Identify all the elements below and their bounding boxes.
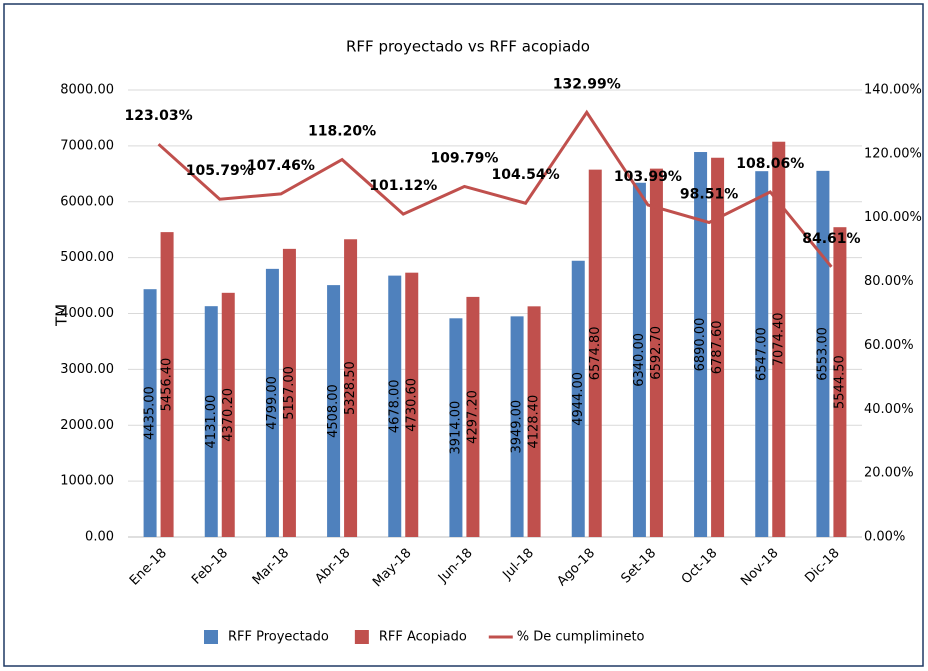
legend-swatch [204,630,218,644]
bar-value-label: 7074.40 [771,312,786,366]
y2-tick-label: 120.00% [864,146,922,161]
bar-value-label: 3949.00 [510,400,525,454]
bar-value-label: 4435.00 [143,386,158,440]
y2-tick-label: 40.00% [864,402,914,417]
bar-value-label: 4370.20 [221,388,236,442]
bar [282,248,296,537]
bar-value-label: 6890.00 [693,318,708,372]
bar-value-label: 5157.00 [282,366,297,420]
bar-value-label: 6574.80 [588,326,603,380]
bar-value-label: 4799.00 [265,376,280,430]
y-tick-label: 8000.00 [60,83,114,98]
bar-value-label: 4944.00 [571,372,586,426]
legend-label: % De cumplimineto [517,630,645,645]
bar [388,275,402,537]
bar [143,289,157,537]
legend-label: RFF Acopiado [379,630,467,645]
line-value-label: 104.54% [492,167,560,183]
y2-tick-label: 100.00% [864,210,922,225]
line-value-label: 109.79% [430,150,498,166]
y2-tick-label: 0.00% [864,530,905,545]
y2-tick-label: 140.00% [864,83,922,98]
bar [449,318,463,537]
y-tick-label: 6000.00 [60,194,114,209]
line-value-label: 84.61% [802,231,860,247]
line-value-label: 103.99% [614,169,682,185]
bar-value-label: 4730.60 [404,378,419,432]
bar-value-label: 4678.00 [387,379,402,433]
bar [711,157,725,537]
y-axis-title: TM [53,304,71,327]
legend-swatch [354,630,369,644]
line-value-label: 105.79% [186,163,254,179]
bar [833,227,847,538]
bar [694,152,708,538]
bar [405,272,419,537]
bar [466,296,480,537]
bar-value-label: 4297.20 [465,390,480,444]
line-value-label: 108.06% [736,156,804,172]
y-tick-label: 7000.00 [60,138,114,153]
bar-value-label: 6592.70 [649,326,664,380]
bar [588,169,602,537]
bar-value-label: 4131.00 [204,395,219,449]
bar-value-label: 5544.50 [832,355,847,409]
bar [221,292,235,537]
line-value-label: 118.20% [308,124,376,140]
y2-tick-label: 20.00% [864,466,914,481]
line-value-label: 132.99% [553,76,621,92]
bar-value-label: 6547.00 [754,327,769,381]
line-value-label: 98.51% [680,186,738,202]
bar-value-label: 5456.40 [160,358,175,412]
chart-border [3,3,924,667]
line-series [157,109,833,268]
bar-value-label: 6340.00 [632,333,647,387]
bar [265,268,279,537]
bar [571,260,585,537]
bar [204,306,218,537]
bar [649,168,663,538]
y2-tick-label: 80.00% [864,274,914,289]
bar [632,182,646,537]
bar [527,306,541,537]
bar [772,141,786,537]
y-tick-label: 0.00 [85,530,114,545]
y-tick-label: 4000.00 [60,306,114,321]
bar-value-label: 6787.60 [710,320,725,374]
chart-title: RFF proyectado vs RFF acopiado [346,38,590,56]
y-tick-label: 2000.00 [60,418,114,433]
y2-tick-label: 60.00% [864,338,914,353]
y-tick-label: 1000.00 [60,474,114,489]
bar [160,232,174,537]
bar-value-label: 4128.40 [527,395,542,449]
bar-value-label: 6553.00 [815,327,830,381]
bar [327,285,341,537]
line-value-label: 107.46% [247,158,315,174]
bar-value-label: 3914.00 [448,401,463,455]
line-value-label: 123.03% [125,108,193,124]
bar-value-label: 4508.00 [326,384,341,438]
legend-label: RFF Proyectado [228,630,329,645]
bar [344,239,358,537]
bar [755,171,769,537]
y-tick-label: 5000.00 [60,250,114,265]
y-tick-label: 3000.00 [60,362,114,377]
bar-value-label: 5328.50 [343,361,358,415]
bar [510,316,524,537]
line-value-label: 101.12% [369,178,437,194]
